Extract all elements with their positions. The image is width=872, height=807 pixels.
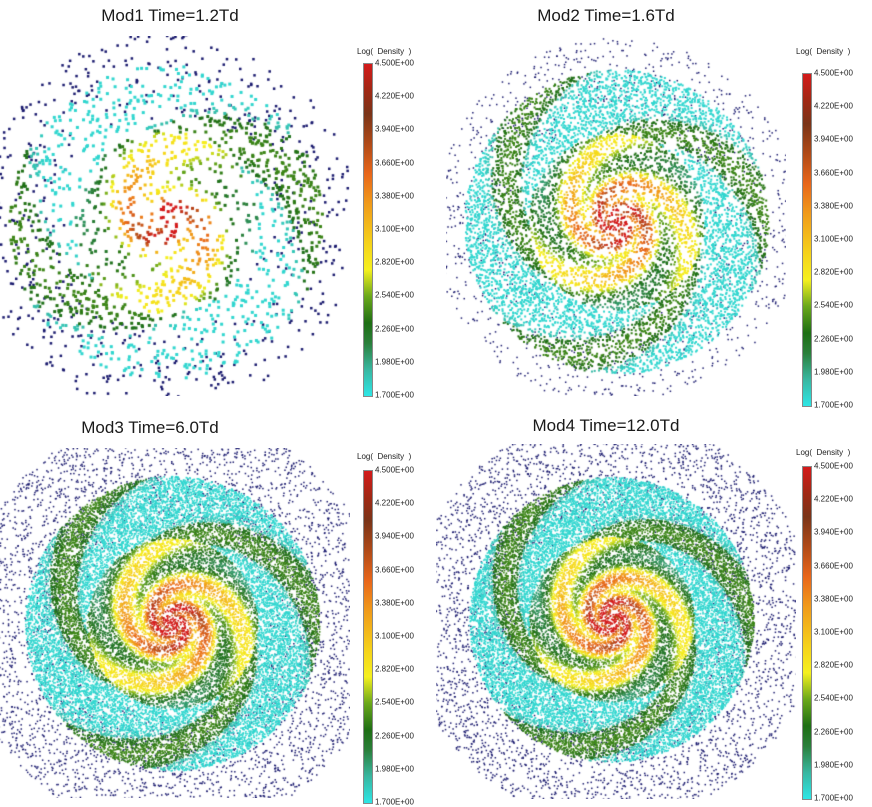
colorbar-tick-label: 1.980E+00 bbox=[375, 764, 414, 774]
colorbar-tick-label: 2.540E+00 bbox=[814, 693, 853, 703]
panel-mod2: Mod2 Time=1.6Td Log( Density ) 4.500E+00… bbox=[436, 0, 872, 410]
colorbar-tick-label: 3.100E+00 bbox=[814, 234, 853, 244]
panel-mod3: Mod3 Time=6.0Td Log( Density ) 4.500E+00… bbox=[0, 402, 436, 807]
colorbar-tick-label: 3.380E+00 bbox=[814, 594, 853, 604]
panel-mod4: Mod4 Time=12.0Td Log( Density ) 4.500E+0… bbox=[436, 402, 872, 803]
colorbar-tick-label: 3.380E+00 bbox=[375, 598, 414, 608]
galaxy-image-mod1 bbox=[0, 36, 350, 396]
colorbar-tick-label: 1.980E+00 bbox=[814, 760, 853, 770]
colorbar-tick-label: 2.260E+00 bbox=[814, 334, 853, 344]
colorbar-tick-label: 3.940E+00 bbox=[814, 134, 853, 144]
colorbar-tick-label: 1.700E+00 bbox=[375, 797, 414, 807]
galaxy-image-mod2 bbox=[446, 36, 786, 396]
panel-title: Mod3 Time=6.0Td bbox=[81, 418, 219, 437]
colorbar-label: Log( Density ) bbox=[357, 47, 412, 56]
colorbar-tick-label: 1.700E+00 bbox=[375, 390, 414, 400]
colorbar-tick-label: 3.100E+00 bbox=[375, 631, 414, 641]
colorbar-tick-label: 3.660E+00 bbox=[375, 158, 414, 168]
colorbar-tick-label: 3.940E+00 bbox=[375, 531, 414, 541]
colorbar-tick-label: 2.260E+00 bbox=[375, 731, 414, 741]
colorbar-tick-label: 2.820E+00 bbox=[814, 267, 853, 277]
colorbar-ticks: 4.500E+00 4.220E+00 3.940E+00 3.660E+00 3.38… bbox=[375, 466, 435, 807]
colorbar-tick-label: 1.980E+00 bbox=[814, 367, 853, 377]
colorbar-tick-label: 2.260E+00 bbox=[814, 727, 853, 737]
galaxy-image-mod4 bbox=[436, 444, 796, 799]
colorbar-ticks: 4.500E+00 4.220E+00 3.940E+00 3.660E+00 3.38… bbox=[814, 69, 872, 410]
colorbar-tick-label: 2.540E+00 bbox=[814, 300, 853, 310]
colorbar-tick-label: 3.380E+00 bbox=[814, 201, 853, 211]
colorbar-tick-label: 3.100E+00 bbox=[814, 627, 853, 637]
colorbar-tick-label: 4.500E+00 bbox=[814, 461, 853, 471]
colorbar-tick-label: 1.700E+00 bbox=[814, 400, 853, 410]
colorbar-tick-label: 4.500E+00 bbox=[814, 68, 853, 78]
colorbar-tick-label: 3.940E+00 bbox=[375, 124, 414, 134]
colorbar-tick-label: 4.500E+00 bbox=[375, 465, 414, 475]
colorbar-tick-label: 2.260E+00 bbox=[375, 324, 414, 334]
galaxy-image-mod3 bbox=[0, 448, 350, 798]
colorbar-ticks: 4.500E+00 4.220E+00 3.940E+00 3.660E+00 3.38… bbox=[375, 59, 435, 400]
colorbar-tick-label: 4.500E+00 bbox=[375, 58, 414, 68]
colorbar-tick-label: 4.220E+00 bbox=[375, 498, 414, 508]
colorbar-tick-label: 2.540E+00 bbox=[375, 290, 414, 300]
colorbar-tick-label: 4.220E+00 bbox=[814, 494, 853, 504]
colorbar-tick-label: 1.980E+00 bbox=[375, 357, 414, 367]
panel-mod1: Mod1 Time=1.2Td Log( Density ) 4.500E+00… bbox=[0, 0, 436, 402]
colorbar-tick-label: 3.940E+00 bbox=[814, 527, 853, 537]
colorbar-label: Log( Density ) bbox=[796, 47, 851, 56]
colorbar-tick-label: 3.660E+00 bbox=[375, 565, 414, 575]
colorbar bbox=[363, 63, 373, 397]
colorbar-tick-label: 2.540E+00 bbox=[375, 697, 414, 707]
colorbar-ticks: 4.500E+00 4.220E+00 3.940E+00 3.660E+00 3.38… bbox=[814, 462, 872, 803]
panel-title: Mod2 Time=1.6Td bbox=[537, 6, 675, 25]
panel-title: Mod1 Time=1.2Td bbox=[101, 6, 239, 25]
panel-title: Mod4 Time=12.0Td bbox=[532, 416, 680, 435]
colorbar-tick-label: 4.220E+00 bbox=[375, 91, 414, 101]
colorbar-tick-label: 4.220E+00 bbox=[814, 101, 853, 111]
colorbar-tick-label: 2.820E+00 bbox=[814, 660, 853, 670]
colorbar-tick-label: 1.700E+00 bbox=[814, 793, 853, 803]
colorbar-tick-label: 2.820E+00 bbox=[375, 257, 414, 267]
colorbar-tick-label: 3.660E+00 bbox=[814, 168, 853, 178]
colorbar-tick-label: 2.820E+00 bbox=[375, 664, 414, 674]
colorbar bbox=[802, 73, 812, 407]
colorbar bbox=[802, 466, 812, 800]
colorbar-tick-label: 3.660E+00 bbox=[814, 561, 853, 571]
colorbar-tick-label: 3.100E+00 bbox=[375, 224, 414, 234]
colorbar-tick-label: 3.380E+00 bbox=[375, 191, 414, 201]
colorbar bbox=[363, 470, 373, 804]
colorbar-label: Log( Density ) bbox=[357, 452, 412, 461]
colorbar-label: Log( Density ) bbox=[796, 448, 851, 457]
